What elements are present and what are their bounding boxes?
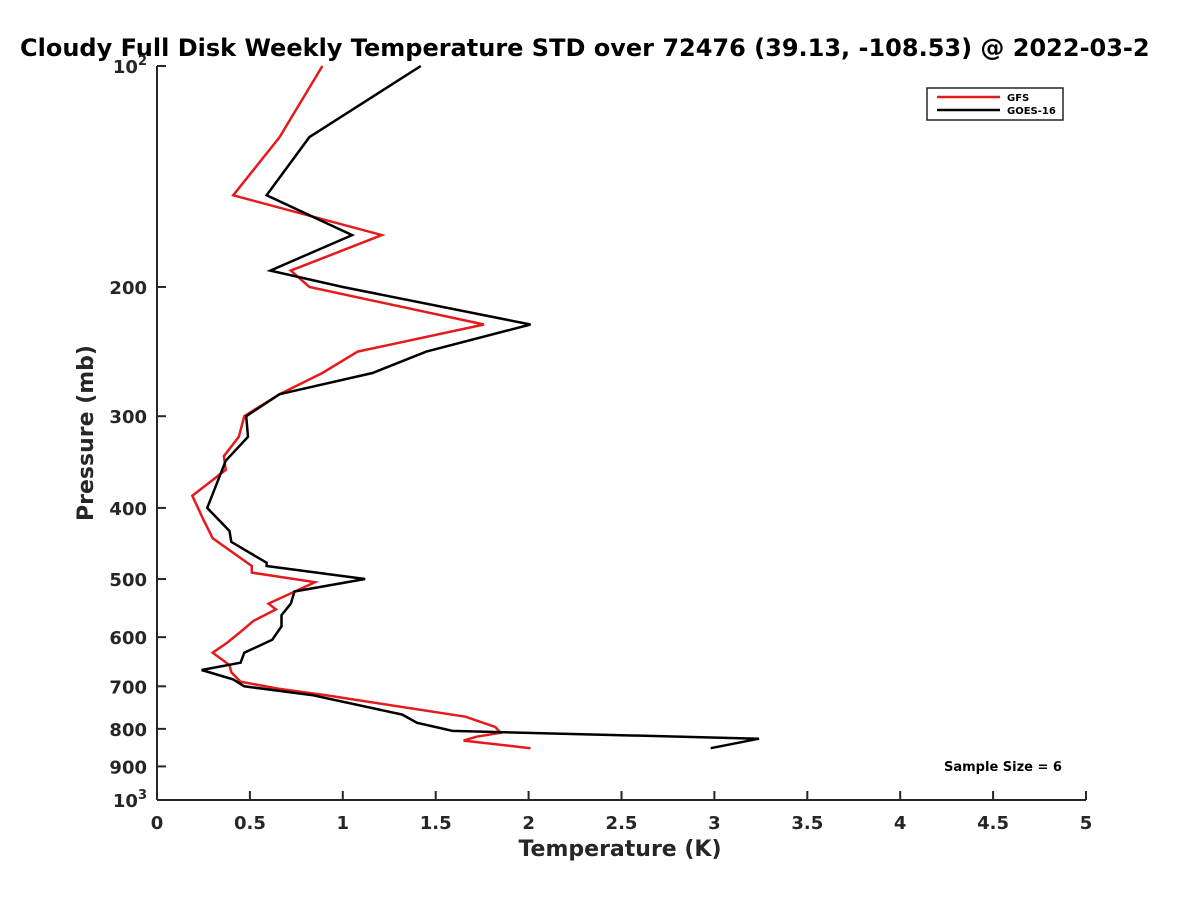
y-tick-label: 400 bbox=[109, 499, 147, 520]
x-tick-label: 1.5 bbox=[420, 813, 452, 834]
y-tick-label: 700 bbox=[109, 677, 147, 698]
x-tick-label: 0.5 bbox=[234, 813, 266, 834]
legend-label: GOES-16 bbox=[1007, 106, 1056, 117]
x-tick-label: 3 bbox=[708, 813, 721, 834]
axes bbox=[156, 66, 1086, 801]
legend: GFS GOES-16 bbox=[926, 87, 1064, 121]
x-tick-label: 5 bbox=[1080, 813, 1093, 834]
y-tick-label: 900 bbox=[109, 757, 147, 778]
sample-size-annotation: Sample Size = 6 bbox=[944, 760, 1062, 775]
y-tick-label: 500 bbox=[109, 570, 147, 591]
x-tick-label: 3.5 bbox=[791, 813, 823, 834]
x-axis-label: Temperature (K) bbox=[518, 837, 721, 862]
series-lines bbox=[190, 64, 760, 750]
x-tick-label: 4.5 bbox=[977, 813, 1009, 834]
x-tick-label: 1 bbox=[337, 813, 350, 834]
legend-box bbox=[926, 87, 1064, 121]
y-tick-label: 200 bbox=[109, 278, 147, 299]
series-line-gfs bbox=[190, 65, 531, 750]
y-tick-label: 600 bbox=[109, 628, 147, 649]
x-tick-label: 4 bbox=[894, 813, 907, 834]
y-tick-label: 800 bbox=[109, 720, 147, 741]
y-axis-label: Pressure (mb) bbox=[74, 345, 99, 521]
x-tick-label: 2.5 bbox=[606, 813, 638, 834]
x-axis-ticks: 0 0.5 1 1.5 2 2.5 3 3.5 4 4.5 5 bbox=[151, 791, 1093, 834]
chart-title: Cloudy Full Disk Weekly Temperature STD … bbox=[20, 34, 1150, 62]
y-axis-ticks: 200 300 400 500 600 700 800 900 102 103 bbox=[109, 54, 166, 812]
y-tick-label-bottom: 103 bbox=[113, 788, 147, 812]
x-tick-label: 2 bbox=[522, 813, 535, 834]
series-line-goes-16 bbox=[201, 64, 760, 750]
y-tick-label-top: 102 bbox=[113, 54, 147, 78]
y-tick-label: 300 bbox=[109, 407, 147, 428]
legend-label: GFS bbox=[1007, 93, 1029, 104]
x-tick-label: 0 bbox=[151, 813, 164, 834]
